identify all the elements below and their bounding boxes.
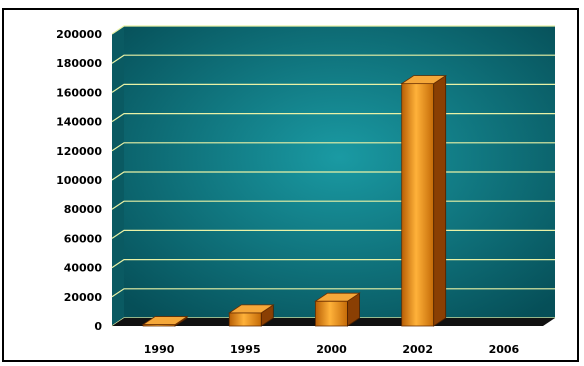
y-tick-label: 20000 — [64, 291, 103, 304]
y-tick-label: 100000 — [56, 174, 102, 187]
bars — [141, 74, 448, 327]
x-tick-label: 2006 — [489, 343, 520, 356]
y-tick-label: 40000 — [64, 262, 103, 275]
y-tick-label: 140000 — [56, 116, 102, 129]
chart-frame: 200000 180000 160000 140000 120000 100000 8000… — [2, 8, 579, 362]
bar-chart: 2000001800001600001400001200001000008000… — [56, 25, 555, 356]
y-tick-label: 60000 — [64, 232, 103, 245]
y-axis-ticks: 2000001800001600001400001200001000008000… — [56, 28, 102, 333]
gridline — [111, 25, 555, 35]
bar — [400, 74, 448, 327]
x-tick-label: 2000 — [316, 343, 347, 356]
bar-top — [227, 304, 275, 314]
y-tick-label: 200000 — [56, 28, 102, 41]
bar-side — [433, 74, 447, 327]
x-axis-ticks: 1990 1995 2000 2002 2006 — [144, 343, 520, 356]
y-tick-label: 180000 — [56, 57, 102, 70]
bar — [141, 315, 189, 327]
x-tick-label: 2002 — [402, 343, 433, 356]
y-tick-label: 80000 — [64, 203, 103, 216]
bar-top — [314, 292, 361, 302]
bar-top — [141, 316, 189, 325]
y-tick-label: 160000 — [56, 86, 102, 99]
bar-front — [228, 312, 262, 327]
x-tick-label: 1995 — [230, 343, 261, 356]
x-tick-label: 1990 — [144, 343, 175, 356]
bar-front — [315, 300, 348, 327]
bar-front — [401, 83, 435, 327]
gridline — [111, 54, 555, 64]
y-tick-label: 120000 — [56, 145, 102, 158]
bar-top — [400, 75, 448, 85]
bar — [227, 304, 275, 327]
y-tick-label: 0 — [94, 320, 102, 333]
bar — [314, 292, 361, 327]
plot-wall — [112, 26, 555, 326]
